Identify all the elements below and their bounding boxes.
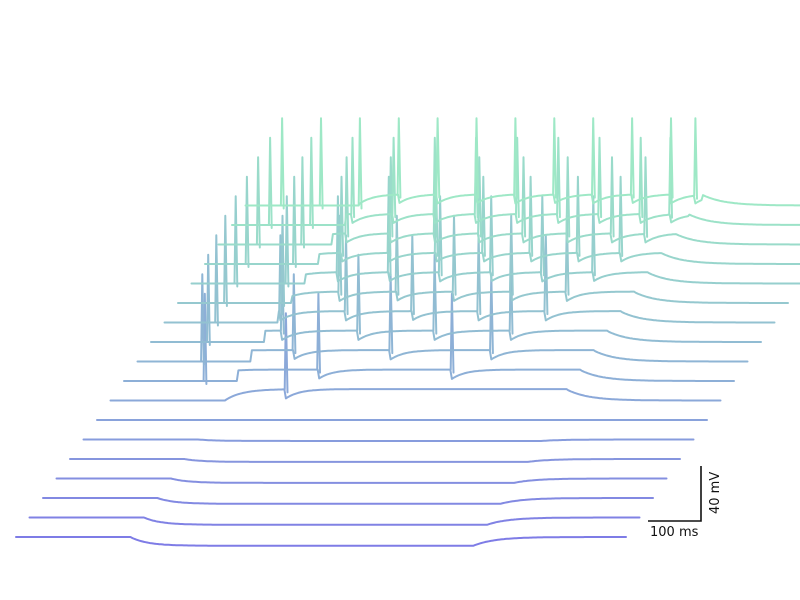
spike-mark [668, 117, 674, 199]
spike-mark [318, 117, 324, 210]
spike-mark [521, 156, 527, 238]
trace-step--30 [55, 477, 668, 484]
spike-mark [481, 175, 486, 257]
spike-mark [629, 117, 635, 199]
spike-mark [391, 136, 397, 219]
trace-step--40 [42, 497, 654, 505]
scale-bar-voltage-label: 40 mV [708, 472, 723, 514]
trace-step-10 [109, 388, 722, 402]
spike-mark [233, 195, 239, 288]
spike-mark [565, 156, 571, 238]
spike-mark [609, 156, 615, 238]
spike-mark [575, 175, 581, 257]
trace-step-50 [163, 310, 776, 324]
spike-mark [388, 273, 394, 355]
spike-mark [344, 156, 350, 238]
trace-group [15, 117, 800, 547]
spike-mark [476, 234, 482, 316]
spike-mark [435, 117, 441, 199]
spike-mark [309, 136, 314, 229]
spike-mark [300, 156, 305, 249]
spike-mark [255, 156, 261, 249]
spike-mark [343, 234, 349, 316]
spike-mark [693, 117, 698, 200]
spike-mark [513, 117, 518, 199]
trace-step-30 [136, 349, 749, 363]
spike-mark [638, 136, 644, 219]
spike-mark [437, 195, 443, 277]
trace-step-80 [204, 251, 800, 265]
scale-bar-time-label: 100 ms [650, 525, 699, 540]
spike-mark [283, 312, 289, 394]
spike-mark [339, 175, 345, 257]
spike-mark [597, 136, 603, 219]
scale-bar: 100 ms 40 mV [648, 466, 723, 540]
spike-mark [292, 175, 297, 268]
spike-mark [267, 136, 273, 229]
spike-mark [432, 253, 438, 335]
spike-mark [316, 292, 321, 374]
spike-mark [200, 273, 205, 366]
spike-mark [556, 136, 561, 219]
spike-mark [477, 156, 482, 238]
spike-mark [335, 195, 341, 277]
spike-mark [528, 175, 534, 257]
spike-mark [396, 117, 402, 199]
trace-step--10 [82, 438, 695, 442]
spike-mark [643, 156, 649, 238]
spike-mark [591, 117, 596, 199]
spike-mark [474, 117, 480, 199]
spike-mark [279, 117, 285, 210]
trace-step-40 [150, 329, 762, 343]
spike-mark [214, 234, 219, 327]
spike-mark [591, 195, 596, 277]
spike-mark [244, 175, 250, 268]
trace-step-100 [231, 213, 800, 226]
trace-step-90 [217, 232, 800, 246]
spike-mark [206, 253, 211, 346]
spike-mark [509, 214, 514, 296]
spike-mark [552, 117, 557, 199]
spike-mark [291, 273, 297, 355]
trace-step--50 [28, 516, 641, 526]
trace-step-70 [190, 271, 800, 285]
trace-step--60 [15, 536, 627, 547]
spike-mark [543, 234, 549, 316]
spike-mark [357, 117, 363, 210]
spike-mark [284, 195, 290, 288]
trace-step-60 [177, 290, 789, 304]
trace-step-20 [123, 368, 735, 382]
spike-mark [223, 214, 228, 307]
spike-mark [394, 214, 400, 296]
scale-bar-lines [648, 466, 702, 522]
spike-mark [350, 136, 356, 219]
trace-step-110 [244, 193, 800, 207]
spike-mark [280, 214, 286, 307]
spike-mark [618, 175, 624, 257]
trace-step--20 [69, 458, 681, 463]
